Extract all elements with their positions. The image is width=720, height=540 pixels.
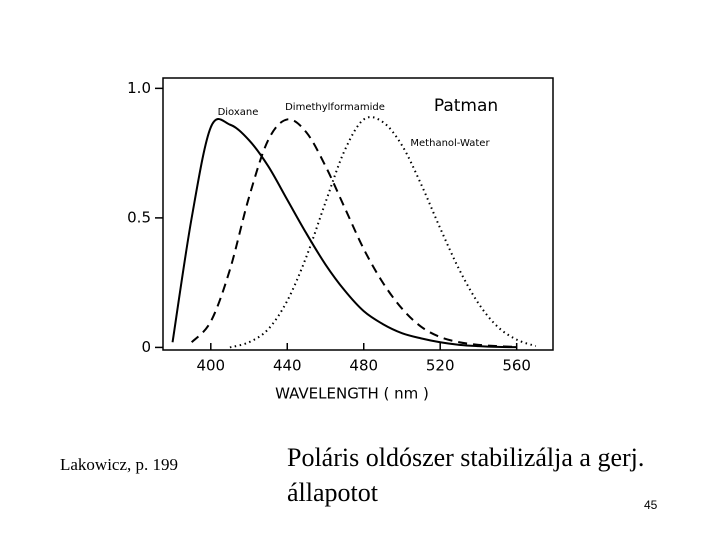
series-label: Methanol-Water bbox=[410, 138, 490, 149]
chart-title: Patman bbox=[434, 96, 498, 116]
y-tick-label: 1.0 bbox=[127, 79, 151, 97]
page-number: 45 bbox=[644, 498, 658, 512]
source-caption: Lakowicz, p. 199 bbox=[60, 455, 179, 474]
slide-text: Poláris oldószer stabilizálja a gerj. ál… bbox=[287, 443, 645, 507]
x-tick-label: 400 bbox=[196, 357, 225, 375]
series-label: Dimethylformamide bbox=[285, 102, 385, 113]
x-tick-label: 480 bbox=[349, 357, 378, 375]
series-line bbox=[190, 118, 517, 348]
series-line bbox=[171, 118, 517, 349]
series-label: Dioxane bbox=[218, 107, 259, 118]
plot-frame bbox=[162, 77, 554, 351]
x-tick-label: 520 bbox=[426, 357, 455, 375]
x-tick-label: 440 bbox=[273, 357, 302, 375]
series-line bbox=[229, 116, 537, 349]
y-tick-label: 0 bbox=[141, 338, 151, 356]
x-axis-label: WAVELENGTH ( nm ) bbox=[275, 385, 429, 403]
y-tick-label: 0.5 bbox=[127, 208, 151, 226]
x-tick-label: 560 bbox=[502, 357, 531, 375]
